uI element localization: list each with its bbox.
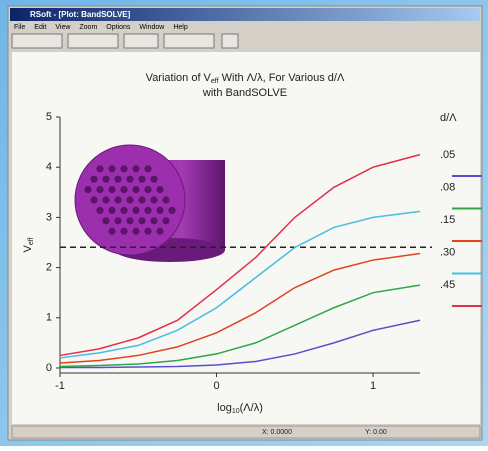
hole	[150, 176, 157, 183]
hole	[132, 165, 139, 172]
hole	[132, 228, 139, 235]
y-axis-label-part: eff	[28, 237, 35, 245]
toolbar-button[interactable]	[164, 34, 214, 48]
hole	[96, 186, 103, 193]
menu-item[interactable]: Edit	[34, 24, 46, 31]
hole	[102, 217, 109, 224]
hole	[126, 196, 133, 203]
legend-title: d/Λ	[440, 112, 457, 124]
hole	[120, 165, 127, 172]
hole	[162, 217, 169, 224]
hole	[96, 165, 103, 172]
hole	[132, 186, 139, 193]
hole	[114, 196, 121, 203]
hole	[144, 186, 151, 193]
hole	[132, 207, 139, 214]
chart-title-part: With Λ/λ, For Various d/Λ	[219, 72, 345, 84]
x-axis-label-part: 10	[232, 408, 240, 415]
hole	[90, 176, 97, 183]
menu-item[interactable]: File	[14, 24, 25, 31]
hole	[150, 196, 157, 203]
hole	[162, 196, 169, 203]
chart-title-part: eff	[211, 78, 219, 85]
hole	[108, 207, 115, 214]
y-tick-label: 4	[46, 161, 52, 173]
y-tick-label: 1	[46, 312, 52, 324]
screen: RSoft - [Plot: BandSOLVE] File Edit View Zo…	[0, 0, 488, 446]
x-axis-label-part: log	[217, 402, 232, 414]
hole	[126, 217, 133, 224]
hole	[120, 228, 127, 235]
hole	[108, 228, 115, 235]
status-y: Y: 0.00	[365, 429, 387, 436]
chart-title: Variation of Veff With Λ/λ, For Various …	[146, 72, 345, 85]
hole	[114, 217, 121, 224]
legend-label: .30	[440, 246, 455, 258]
y-tick-label: 3	[46, 211, 52, 223]
toolbar	[12, 34, 238, 48]
hole	[84, 186, 91, 193]
legend-label: .45	[440, 279, 455, 291]
hole	[138, 196, 145, 203]
menu-item[interactable]: Window	[139, 24, 165, 31]
x-axis-label-part: (Λ/λ)	[240, 402, 263, 414]
hole	[156, 207, 163, 214]
legend-label: .08	[440, 181, 455, 193]
menu-item[interactable]: Options	[106, 24, 131, 31]
hole	[168, 207, 175, 214]
window-title: RSoft - [Plot: BandSOLVE]	[30, 10, 131, 19]
hole	[144, 207, 151, 214]
x-tick-label: 1	[370, 380, 376, 392]
toolbar-button[interactable]	[222, 34, 238, 48]
x-tick-label: -1	[55, 380, 65, 392]
hole	[90, 196, 97, 203]
chart-title-part: Variation of V	[146, 72, 212, 84]
hole	[120, 207, 127, 214]
hole	[108, 186, 115, 193]
toolbar-button[interactable]	[68, 34, 118, 48]
hole	[114, 176, 121, 183]
hole	[96, 207, 103, 214]
status-bar	[12, 426, 480, 438]
hole	[156, 228, 163, 235]
y-tick-label: 5	[46, 111, 52, 123]
toolbar-button[interactable]	[124, 34, 158, 48]
hole	[144, 228, 151, 235]
hole	[138, 176, 145, 183]
status-x: X: 0.0000	[262, 429, 292, 436]
y-tick-label: 0	[46, 362, 52, 374]
x-axis-label: log10(Λ/λ)	[217, 402, 263, 415]
legend-label: .15	[440, 214, 455, 226]
toolbar-button[interactable]	[12, 34, 62, 48]
hole	[102, 196, 109, 203]
fiber-illustration	[75, 145, 225, 262]
hole	[102, 176, 109, 183]
legend-label: .05	[440, 149, 455, 161]
menu-item[interactable]: Zoom	[79, 24, 97, 31]
x-tick-label: 0	[213, 380, 219, 392]
chart-subtitle: with BandSOLVE	[202, 87, 287, 99]
hole	[150, 217, 157, 224]
hole	[126, 176, 133, 183]
menu-item[interactable]: View	[55, 24, 71, 31]
menu-item[interactable]: Help	[173, 24, 188, 31]
y-tick-label: 2	[46, 261, 52, 273]
hole	[138, 217, 145, 224]
hole	[120, 186, 127, 193]
hole	[144, 165, 151, 172]
hole	[156, 186, 163, 193]
hole	[108, 165, 115, 172]
